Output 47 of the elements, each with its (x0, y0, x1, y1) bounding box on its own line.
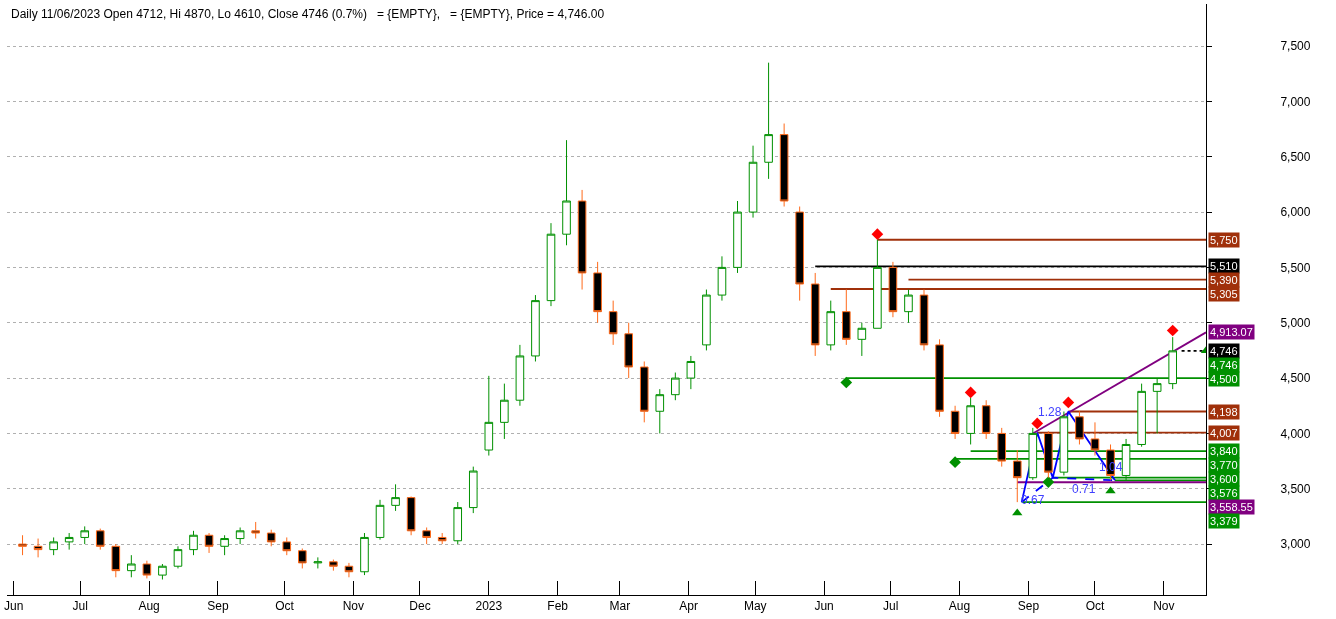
x-tick-label: Jun (3, 599, 24, 614)
annotation: 0.71 (1072, 482, 1096, 496)
x-tick-label: Jul (883, 599, 899, 614)
annotation: 1.28 (1038, 405, 1062, 419)
data-label: 3,379 (1210, 515, 1238, 527)
data-label: 5,750 (1210, 234, 1238, 246)
y-tick-label: 5,500 (1280, 260, 1311, 275)
x-tick-label: Sep (207, 599, 229, 614)
y-tick-label: 5,000 (1280, 315, 1311, 330)
y-tick-label: 4,500 (1280, 371, 1311, 386)
data-label: 3,770 (1210, 459, 1238, 471)
y-tick-label: 6,500 (1280, 149, 1311, 164)
x-tick-label: Dec (409, 599, 431, 614)
x-tick-label: May (743, 599, 767, 614)
data-label: 3,558.55 (1210, 501, 1253, 513)
x-tick-label: Aug (138, 599, 160, 614)
data-label: 5,390 (1210, 274, 1238, 286)
y-tick-label: 4,000 (1280, 426, 1311, 441)
x-tick-label: Jun (814, 599, 834, 614)
x-tick-label: Nov (1153, 599, 1175, 614)
data-label: 4,746 (1210, 345, 1238, 357)
y-tick-label: 3,500 (1280, 481, 1311, 496)
data-label: 3,576 (1210, 487, 1238, 499)
x-tick-label: 2023 (475, 599, 503, 614)
chart-title: Daily 11/06/2023 Open 4712, Hi 4870, Lo 4610, Close 4746 (0.7%) = {EMPTY}, = {EMPTY}, Price = 4,746.00 (11, 7, 605, 21)
x-tick-label: Jul (72, 599, 88, 614)
x-tick-label: Aug (948, 599, 971, 614)
data-label: 4,007 (1210, 427, 1238, 439)
x-tick-label: Mar (609, 599, 631, 614)
data-label: 5,305 (1210, 288, 1238, 300)
y-tick-label: 3,000 (1280, 537, 1311, 552)
data-label: 3,840 (1210, 445, 1238, 457)
y-tick-label: 7,500 (1280, 39, 1311, 54)
x-tick-label: Oct (1085, 599, 1105, 614)
data-label: 4,500 (1210, 373, 1238, 385)
x-tick-label: Oct (275, 599, 295, 614)
data-label: 5,510 (1210, 260, 1238, 272)
data-label: 3,600 (1210, 473, 1238, 485)
x-tick-label: Feb (547, 599, 569, 614)
data-label: 4,198 (1210, 406, 1238, 418)
x-tick-label: Sep (1017, 599, 1040, 614)
x-tick-label: Nov (342, 599, 365, 614)
data-label: 4,746 (1210, 359, 1238, 371)
y-tick-label: 6,000 (1280, 205, 1311, 220)
x-tick-label: Apr (679, 599, 698, 614)
y-tick-label: 7,000 (1280, 94, 1311, 109)
data-label: 4,913.07 (1210, 326, 1253, 338)
